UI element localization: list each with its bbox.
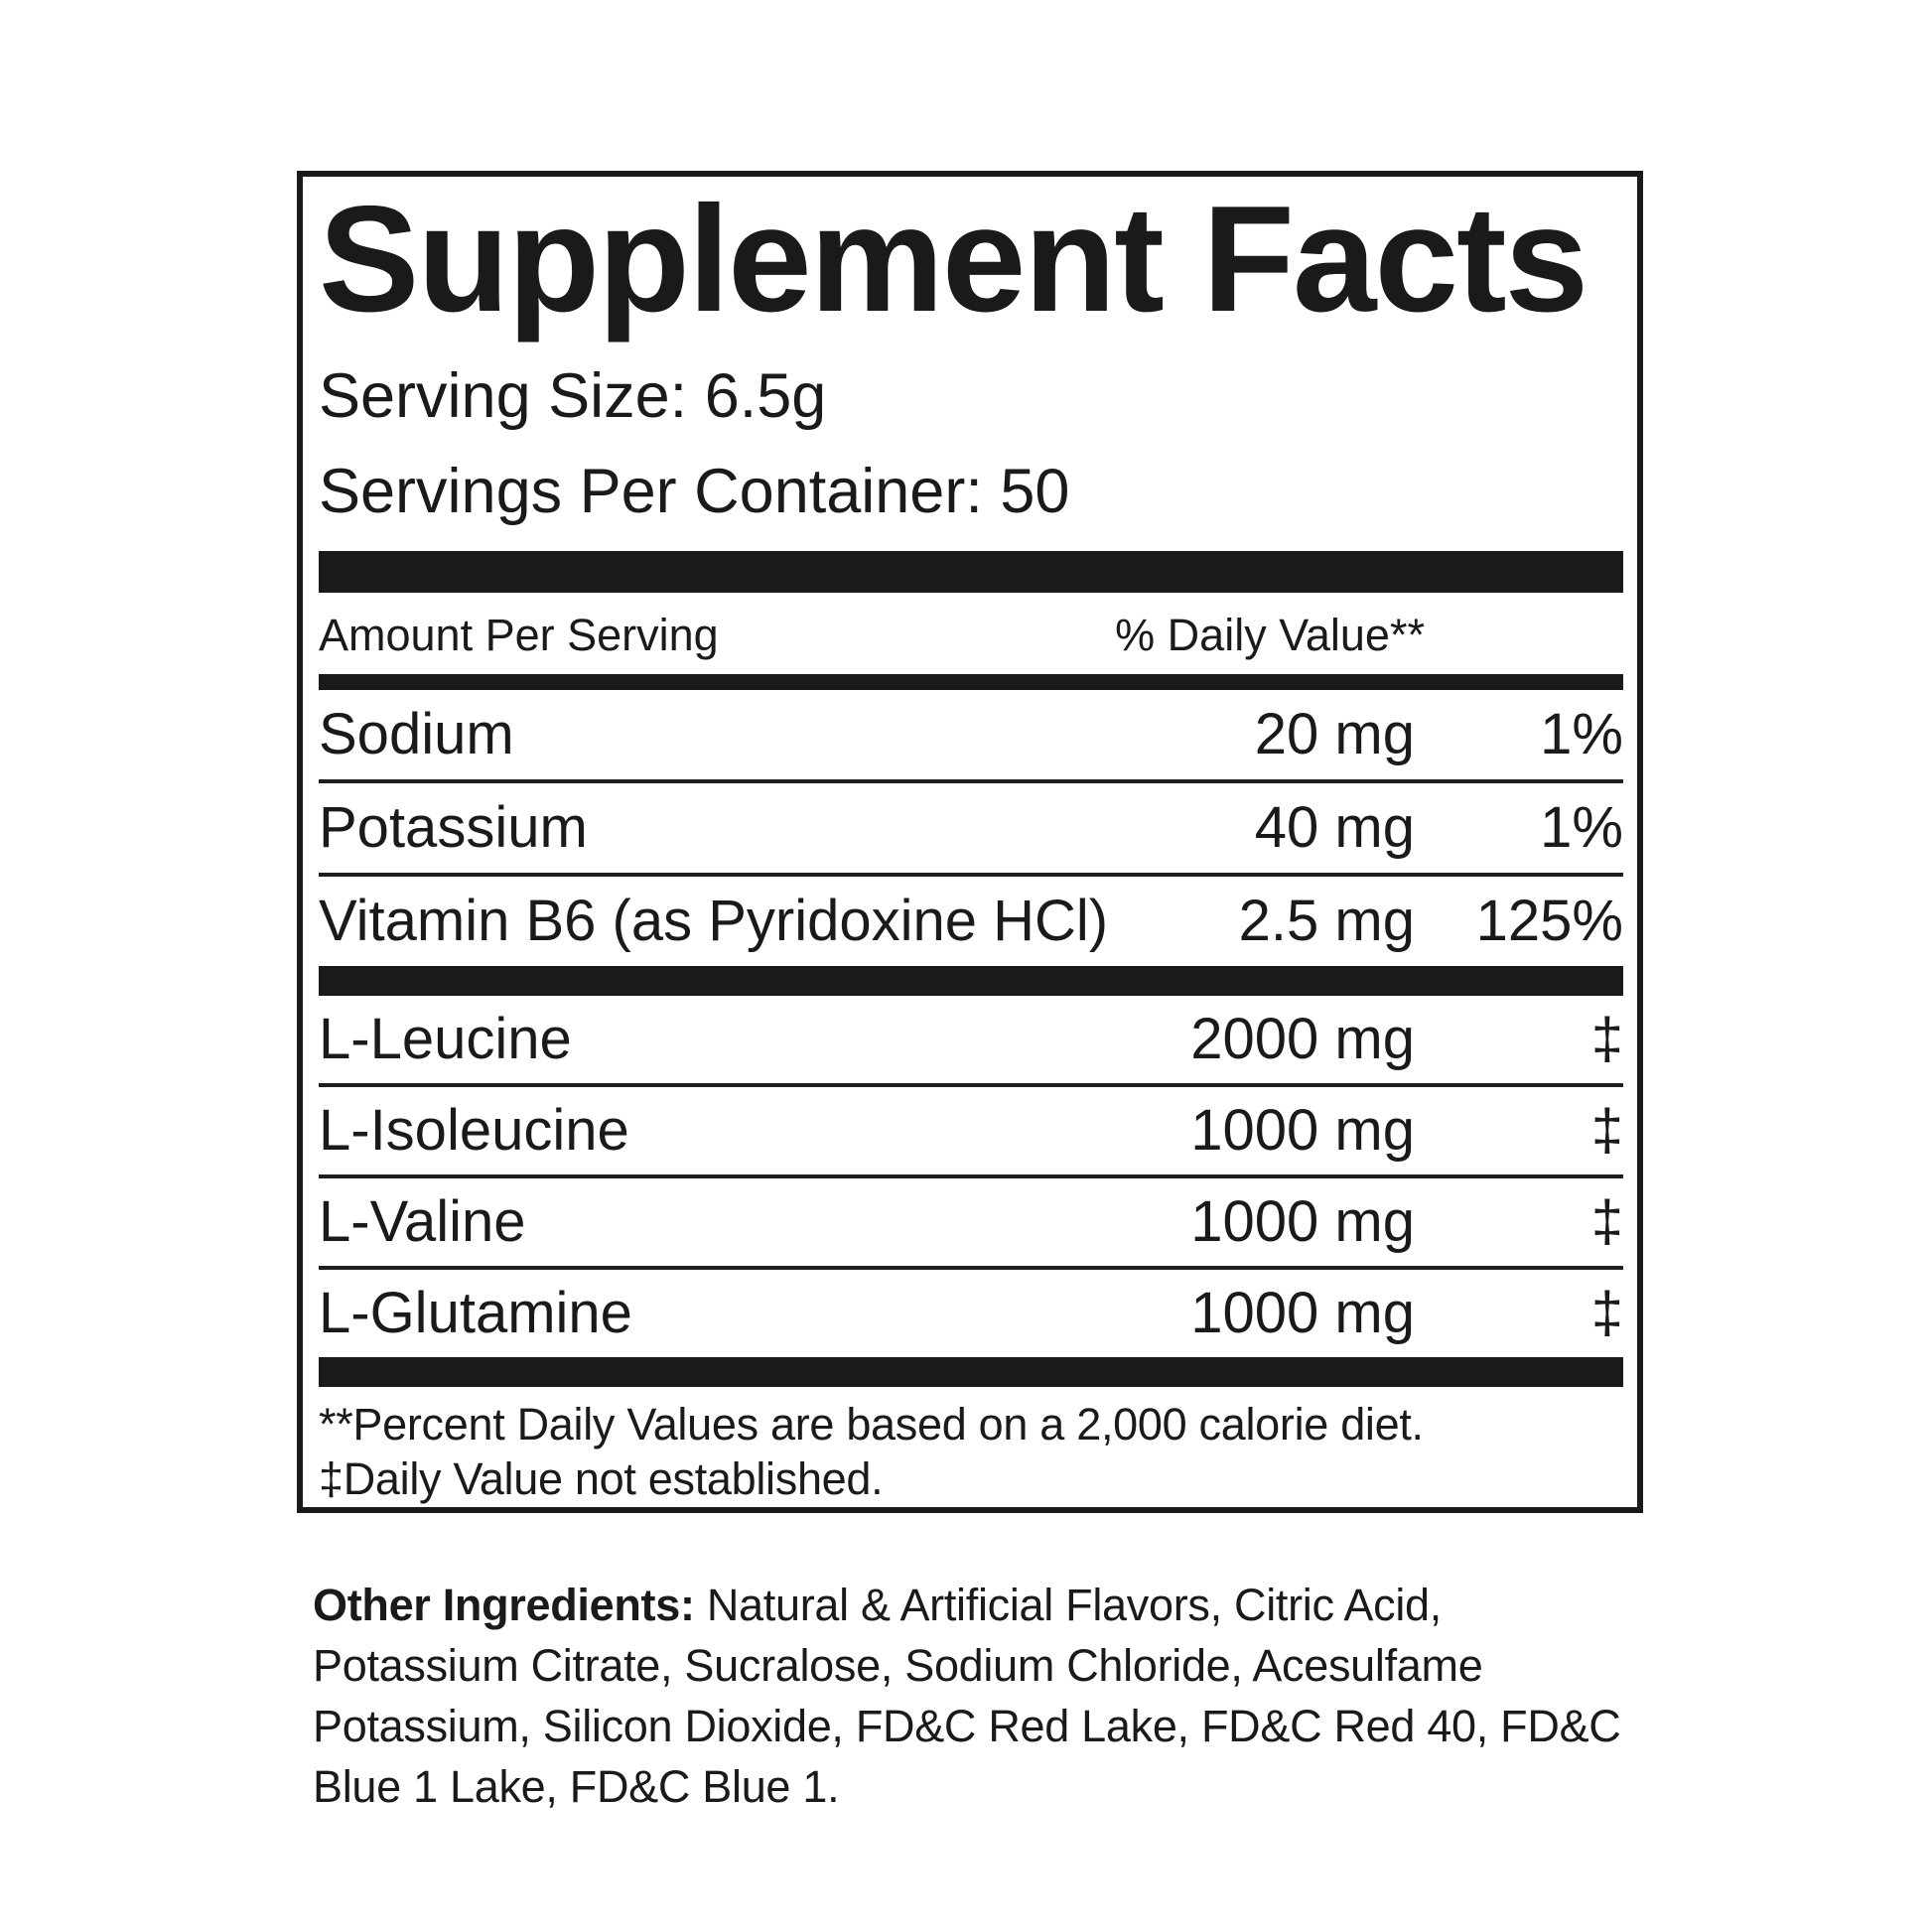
servings-per-container-value: 50 (1000, 456, 1070, 526)
thick-divider-middle (319, 965, 1623, 996)
column-header-row: Amount Per Serving % Daily Value** (319, 593, 1623, 674)
nutrient-daily-value: 125% (1475, 888, 1623, 953)
header-divider (319, 673, 1623, 690)
other-ingredients-text: Natural & Artificial Flavors, Citric Aci… (313, 1580, 1621, 1812)
amino-name: L-Glutamine (319, 1280, 632, 1345)
amino-row-l-leucine: L-Leucine 2000 mg ‡ (319, 996, 1623, 1083)
serving-size-line: Serving Size: 6.5g (319, 364, 1623, 428)
amount-per-serving-header: Amount Per Serving (319, 609, 719, 660)
footnote-daily-value: **Percent Daily Values are based on a 2,… (319, 1398, 1424, 1449)
servings-per-container-label: Servings Per Container: (319, 456, 983, 526)
panel-title: Supplement Facts (319, 175, 1588, 344)
nutrient-daily-value: 1% (1540, 794, 1623, 860)
other-ingredients-paragraph: Other Ingredients: Natural & Artificial … (313, 1575, 1655, 1817)
supplement-facts-panel: Supplement Facts Serving Size: 6.5g Serv… (297, 171, 1643, 1513)
amino-daily-value: ‡ (1590, 1188, 1623, 1254)
amino-daily-value: ‡ (1590, 1280, 1623, 1345)
amino-row-l-valine: L-Valine 1000 mg ‡ (319, 1173, 1623, 1266)
daily-value-header: % Daily Value** (1115, 609, 1425, 660)
serving-size-value: 6.5g (704, 360, 827, 431)
amino-daily-value: ‡ (1590, 1006, 1623, 1071)
thick-divider-bottom (319, 1356, 1623, 1387)
footnote-not-established: ‡Daily Value not established. (319, 1452, 884, 1504)
amino-row-l-isoleucine: L-Isoleucine 1000 mg ‡ (319, 1082, 1623, 1174)
nutrient-row-potassium: Potassium 40 mg 1% (319, 778, 1623, 873)
nutrient-amount: 40 mg (1254, 794, 1415, 860)
nutrient-row-sodium: Sodium 20 mg 1% (319, 690, 1623, 779)
nutrient-name: Vitamin B6 (as Pyridoxine HCl) (319, 888, 1109, 953)
amino-amount: 1000 mg (1190, 1188, 1415, 1254)
other-ingredients-label: Other Ingredients: (313, 1580, 695, 1630)
nutrient-amount: 2.5 mg (1238, 888, 1415, 953)
amino-daily-value: ‡ (1590, 1097, 1623, 1163)
nutrient-row-vitamin-b6: Vitamin B6 (as Pyridoxine HCl) 2.5 mg 12… (319, 872, 1623, 966)
amino-name: L-Isoleucine (319, 1097, 629, 1163)
amino-amount: 1000 mg (1190, 1097, 1415, 1163)
thick-divider-top (319, 550, 1623, 593)
servings-per-container-line: Servings Per Container: 50 (319, 460, 1623, 523)
amino-name: L-Leucine (319, 1006, 572, 1071)
nutrient-name: Sodium (319, 701, 514, 766)
serving-size-label: Serving Size: (319, 360, 688, 431)
nutrient-name: Potassium (319, 794, 588, 860)
footnotes: **Percent Daily Values are based on a 2,… (319, 1387, 1623, 1506)
amino-name: L-Valine (319, 1188, 526, 1254)
amino-amount: 1000 mg (1190, 1280, 1415, 1345)
amino-amount: 2000 mg (1190, 1006, 1415, 1071)
nutrient-amount: 20 mg (1254, 701, 1415, 766)
nutrient-daily-value: 1% (1540, 701, 1623, 766)
amino-row-l-glutamine: L-Glutamine 1000 mg ‡ (319, 1265, 1623, 1357)
